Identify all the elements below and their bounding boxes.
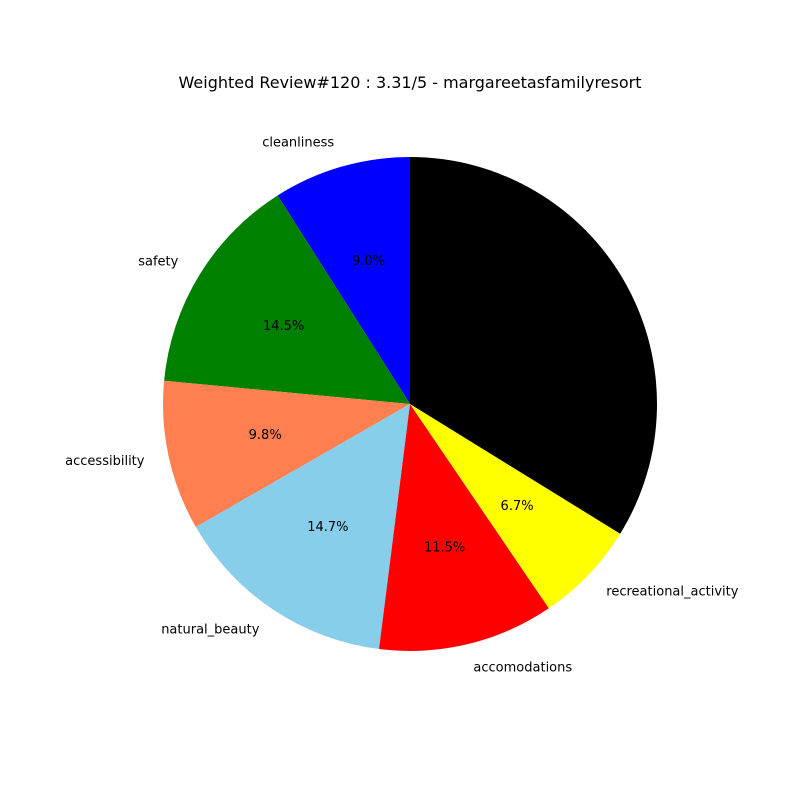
slice-label: natural_beauty [161,623,260,638]
slice-label: cleanliness [262,136,334,151]
slice-percent-label: 14.7% [307,520,348,535]
pie-labels: cleanliness 9.0% safety 14.5% accessibility 9… [65,136,739,676]
slice-percent-label: 11.5% [424,541,465,556]
slice-label: accessibility [65,454,145,469]
slice-label: accomodations [473,661,572,676]
pie-slice-natural-beauty [195,404,410,650]
pie-slice-unlabeled [410,157,657,534]
pie-slice-safety [164,195,410,404]
slice-percent-label: 14.5% [263,319,304,334]
chart-title: Weighted Review#120 : 3.31/5 - margareet… [179,73,642,92]
pie-slice-accessibility [163,380,410,528]
slice-percent-label: 9.0% [352,254,385,269]
slice-percent-label: 9.8% [249,428,282,443]
pie-slices [163,157,657,651]
slice-label: safety [138,255,178,270]
pie-slice-cleanliness [277,157,410,404]
pie-slice-recreational-activity [410,404,621,609]
slice-label: recreational_activity [606,584,738,599]
slice-percent-label: 6.7% [501,499,534,514]
pie-slice-accomodations [379,404,549,651]
